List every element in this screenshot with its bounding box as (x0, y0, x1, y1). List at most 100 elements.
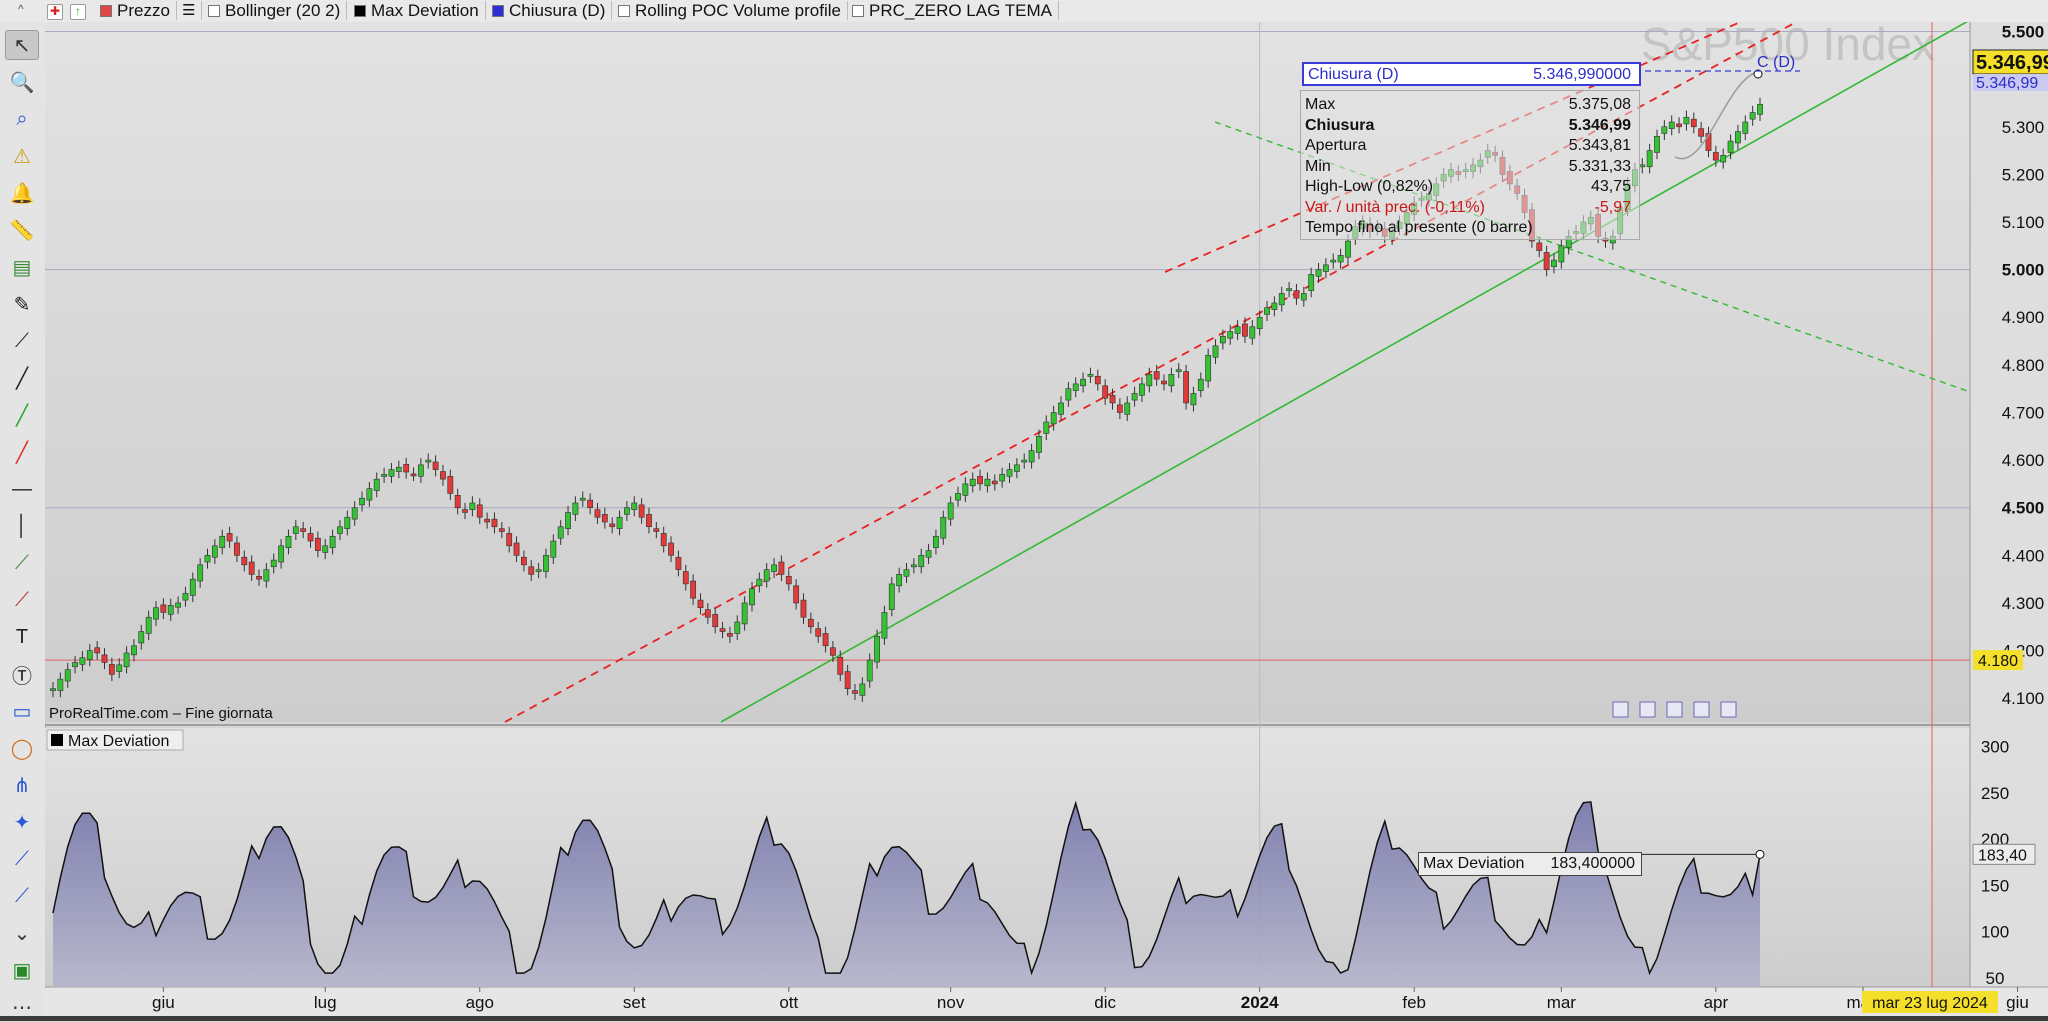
candle (1742, 121, 1749, 134)
line-red-icon[interactable]: ╱ (15, 441, 29, 464)
horizontal-line-icon[interactable]: — (12, 477, 32, 500)
candle (1021, 459, 1028, 463)
panel-button-icon[interactable] (1612, 701, 1629, 718)
fib-fan-icon[interactable]: ⟋ (15, 847, 29, 870)
candle (543, 555, 549, 572)
candle (270, 559, 277, 568)
y-tick-label: 4.900 (2002, 308, 2045, 327)
color-swatch (618, 4, 630, 17)
candle (601, 514, 608, 523)
segment-icon[interactable]: ⟋ (15, 329, 29, 352)
indicator-zero-lag-tema[interactable]: PRC_ZERO LAG TEMA (848, 1, 1059, 20)
indicator-label: PRC_ZERO LAG TEMA (869, 1, 1052, 20)
channel-icon[interactable]: ⟋ (15, 551, 29, 574)
watermark-title: S&P500 Index (1641, 22, 1935, 70)
candle (638, 504, 645, 518)
indicator-bollinger[interactable]: Bollinger (20 2) (204, 1, 348, 20)
zoom-icon[interactable]: 🔍 (9, 71, 35, 94)
chart-canvas[interactable]: S&P500 Index5.5005.4005.3005.2005.1005.0… (45, 22, 2048, 1016)
remove-icon[interactable]: ✚ (47, 2, 63, 20)
indicator-chiusura[interactable]: Chiusura (D) (488, 1, 613, 20)
ohlc-row: Var. / unità prec. (-0,11%) -5,97 (1301, 198, 1639, 218)
candle (153, 607, 159, 620)
candle (557, 526, 564, 539)
stars-icon[interactable]: ✦ (13, 811, 31, 834)
candle (1654, 135, 1660, 153)
bundle-icon[interactable]: ▣ (12, 959, 32, 982)
pointer-icon[interactable]: ↖ (5, 30, 39, 60)
x-month-label: ott (779, 993, 798, 1012)
zoom-area-icon[interactable]: ⌕ (16, 107, 28, 130)
candle (631, 502, 638, 510)
panel-button-icon[interactable] (1666, 701, 1683, 718)
candle (322, 545, 329, 553)
candle (1050, 412, 1057, 425)
candle (1153, 371, 1160, 380)
panel-button-icon[interactable] (1639, 701, 1656, 718)
more-icon[interactable]: ⋯ (12, 996, 32, 1019)
candle (866, 659, 873, 682)
indicator-max-deviation[interactable]: Max Deviation (350, 1, 486, 20)
alert-scan-icon[interactable]: ⚠ (13, 145, 31, 168)
candle (682, 571, 689, 585)
candle (719, 628, 726, 632)
regression-channel-icon[interactable]: ⟋ (15, 588, 29, 611)
candle (734, 621, 741, 634)
candle (1102, 385, 1109, 399)
alarm-bell-icon[interactable]: 🔔 (9, 182, 35, 205)
candle (977, 475, 983, 485)
text-icon[interactable]: T (15, 625, 29, 648)
color-swatch (208, 4, 220, 17)
candle (896, 574, 903, 587)
candle (145, 616, 152, 634)
y-tick-label: 5.200 (2002, 165, 2045, 184)
candle (815, 628, 822, 637)
indicator-rolling-poc[interactable]: Rolling POC Volume profile (614, 1, 848, 20)
x-month-label: dic (1094, 993, 1116, 1012)
candle (587, 499, 594, 509)
candle (837, 656, 844, 675)
candle (528, 566, 535, 575)
trend-icon[interactable]: ⟋ (15, 884, 29, 907)
line-green-icon[interactable]: ╱ (15, 404, 29, 427)
add-indicator-icon[interactable]: ↑ (70, 2, 86, 20)
candle (1683, 116, 1690, 125)
candles (50, 97, 1763, 702)
indicator-y-tick: 300 (1981, 738, 2009, 757)
indicator-prezzo[interactable]: Prezzo (96, 1, 177, 20)
text-circle-icon[interactable]: Ⓣ (12, 665, 32, 688)
ruler-icon[interactable]: 📏 (9, 219, 35, 242)
tooltip-value: 183,400000 (1550, 855, 1635, 872)
panel-button-icon[interactable] (1720, 701, 1737, 718)
line-black-icon[interactable]: ╱ (15, 367, 29, 390)
candle (1337, 255, 1344, 263)
ohlc-row: High-Low (0,82%) 43,75 (1301, 177, 1639, 197)
vertical-line-icon[interactable]: │ (15, 514, 29, 537)
y-tick-label: 4.700 (2002, 403, 2045, 422)
drawing-toolbar: ^ ↖ 🔍 ⌕ ⚠ 🔔 📏 ▤ ✎ ⟋ ╱ ╱ ╱ — │ ⟋ ⟋ T Ⓣ ▭ ◯ ⋔ ✦ ⟋ ⟋ ⌄ ▣ ⋯ (0, 2, 46, 1021)
pitchfork-icon[interactable]: ⋔ (13, 774, 31, 797)
panel-button-icon[interactable] (1693, 701, 1710, 718)
ohlc-row-value: 5.331,33 (1568, 157, 1631, 175)
candle (1668, 121, 1675, 129)
fibonacci-icon[interactable]: ▤ (12, 256, 32, 279)
candle (807, 618, 814, 628)
collapse-icon[interactable]: ^ (18, 2, 24, 16)
rectangle-icon[interactable]: ▭ (12, 700, 32, 723)
chevron-down-icon[interactable]: ⌄ (13, 922, 31, 945)
candle (329, 535, 336, 549)
ellipse-icon[interactable]: ◯ (10, 737, 34, 760)
candle (1300, 293, 1307, 301)
candle (910, 564, 917, 568)
indicator-list-icon[interactable]: ☰ (178, 1, 203, 20)
chiusura-curve (1674, 71, 1758, 160)
candle (1676, 123, 1682, 128)
candle (373, 478, 380, 491)
candle (859, 683, 866, 696)
indicator-label: Prezzo (117, 1, 170, 20)
pencil-icon[interactable]: ✎ (13, 293, 31, 316)
candle (1043, 421, 1050, 434)
candle (1661, 126, 1668, 134)
provider-footer: ProRealTime.com – Fine giornata (49, 705, 273, 722)
candle (999, 474, 1006, 482)
